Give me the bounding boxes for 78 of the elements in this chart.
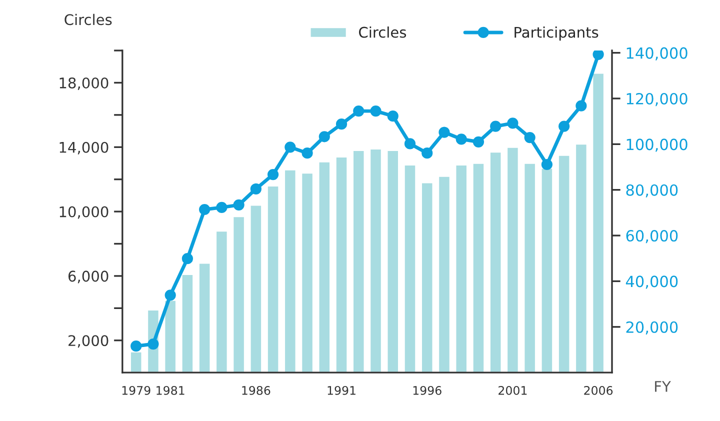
point xyxy=(233,199,244,210)
bar xyxy=(454,164,468,373)
point xyxy=(541,158,553,170)
bar xyxy=(180,274,194,373)
point xyxy=(216,202,228,213)
bar xyxy=(523,162,536,373)
y2-tick-label: 40,000 xyxy=(626,276,678,289)
point xyxy=(456,134,467,145)
bar xyxy=(438,175,451,373)
point xyxy=(148,338,159,350)
legend-label: Circles xyxy=(359,26,406,38)
point xyxy=(576,100,587,112)
x-tick-label: 1986 xyxy=(242,386,270,395)
point xyxy=(387,110,398,122)
bar xyxy=(558,154,571,373)
bar xyxy=(130,350,143,373)
point xyxy=(404,138,416,150)
bar xyxy=(335,156,348,373)
bar xyxy=(284,168,297,373)
x-axis-title: FY xyxy=(655,381,671,392)
bar xyxy=(386,150,400,373)
bar xyxy=(249,204,262,373)
y2-tick-label: 140,000 xyxy=(626,47,688,60)
point xyxy=(250,183,262,194)
point xyxy=(370,105,382,117)
point xyxy=(336,118,348,130)
y-axis-title: Circles xyxy=(64,14,112,26)
bar xyxy=(198,262,212,373)
bar xyxy=(215,230,228,373)
bar xyxy=(352,150,366,373)
y-tick-label: 14,000 xyxy=(60,142,108,154)
point xyxy=(592,50,604,60)
point xyxy=(472,136,484,148)
point xyxy=(130,340,142,352)
bar xyxy=(472,162,485,373)
y-tick-label: 10,000 xyxy=(60,206,108,219)
x-tick-label: 1979 xyxy=(122,386,150,395)
y-tick-label: 6,000 xyxy=(68,270,108,284)
y2-tick-label: 20,000 xyxy=(626,321,678,334)
point xyxy=(507,118,518,129)
bar xyxy=(369,148,382,373)
point xyxy=(267,168,279,180)
bar xyxy=(318,160,331,373)
bar xyxy=(266,185,280,373)
y2-tick-label: 100,000 xyxy=(626,138,688,152)
point xyxy=(438,126,450,138)
x-tick-label: 1996 xyxy=(413,386,442,395)
point xyxy=(318,131,330,142)
point xyxy=(199,204,210,216)
point xyxy=(422,148,433,159)
x-tick-label: 2006 xyxy=(584,386,613,395)
x-tick-label: 1981 xyxy=(156,386,184,395)
y-tick-label: 18,000 xyxy=(60,77,108,90)
bar xyxy=(592,72,605,373)
point xyxy=(284,142,296,153)
bar xyxy=(489,151,502,373)
point xyxy=(302,148,313,159)
bar xyxy=(300,172,314,373)
y2-tick-label: 120,000 xyxy=(626,92,688,106)
bar xyxy=(164,299,177,373)
bar xyxy=(403,164,417,373)
x-tick-label: 1991 xyxy=(328,386,356,395)
bar xyxy=(232,216,246,373)
bar xyxy=(540,167,554,373)
x-tick-label: 2001 xyxy=(498,386,527,395)
bar xyxy=(420,182,434,373)
y2-tick-label: 80,000 xyxy=(626,184,678,198)
bar xyxy=(506,146,520,373)
bar xyxy=(574,143,588,373)
point xyxy=(182,253,194,264)
point xyxy=(558,120,570,132)
point xyxy=(353,105,364,117)
point xyxy=(524,132,536,144)
point xyxy=(164,290,176,301)
y2-tick-label: 60,000 xyxy=(626,230,678,244)
legend-label: Participants xyxy=(514,26,598,41)
point xyxy=(490,120,502,132)
y-tick-label: 2,000 xyxy=(68,335,108,348)
